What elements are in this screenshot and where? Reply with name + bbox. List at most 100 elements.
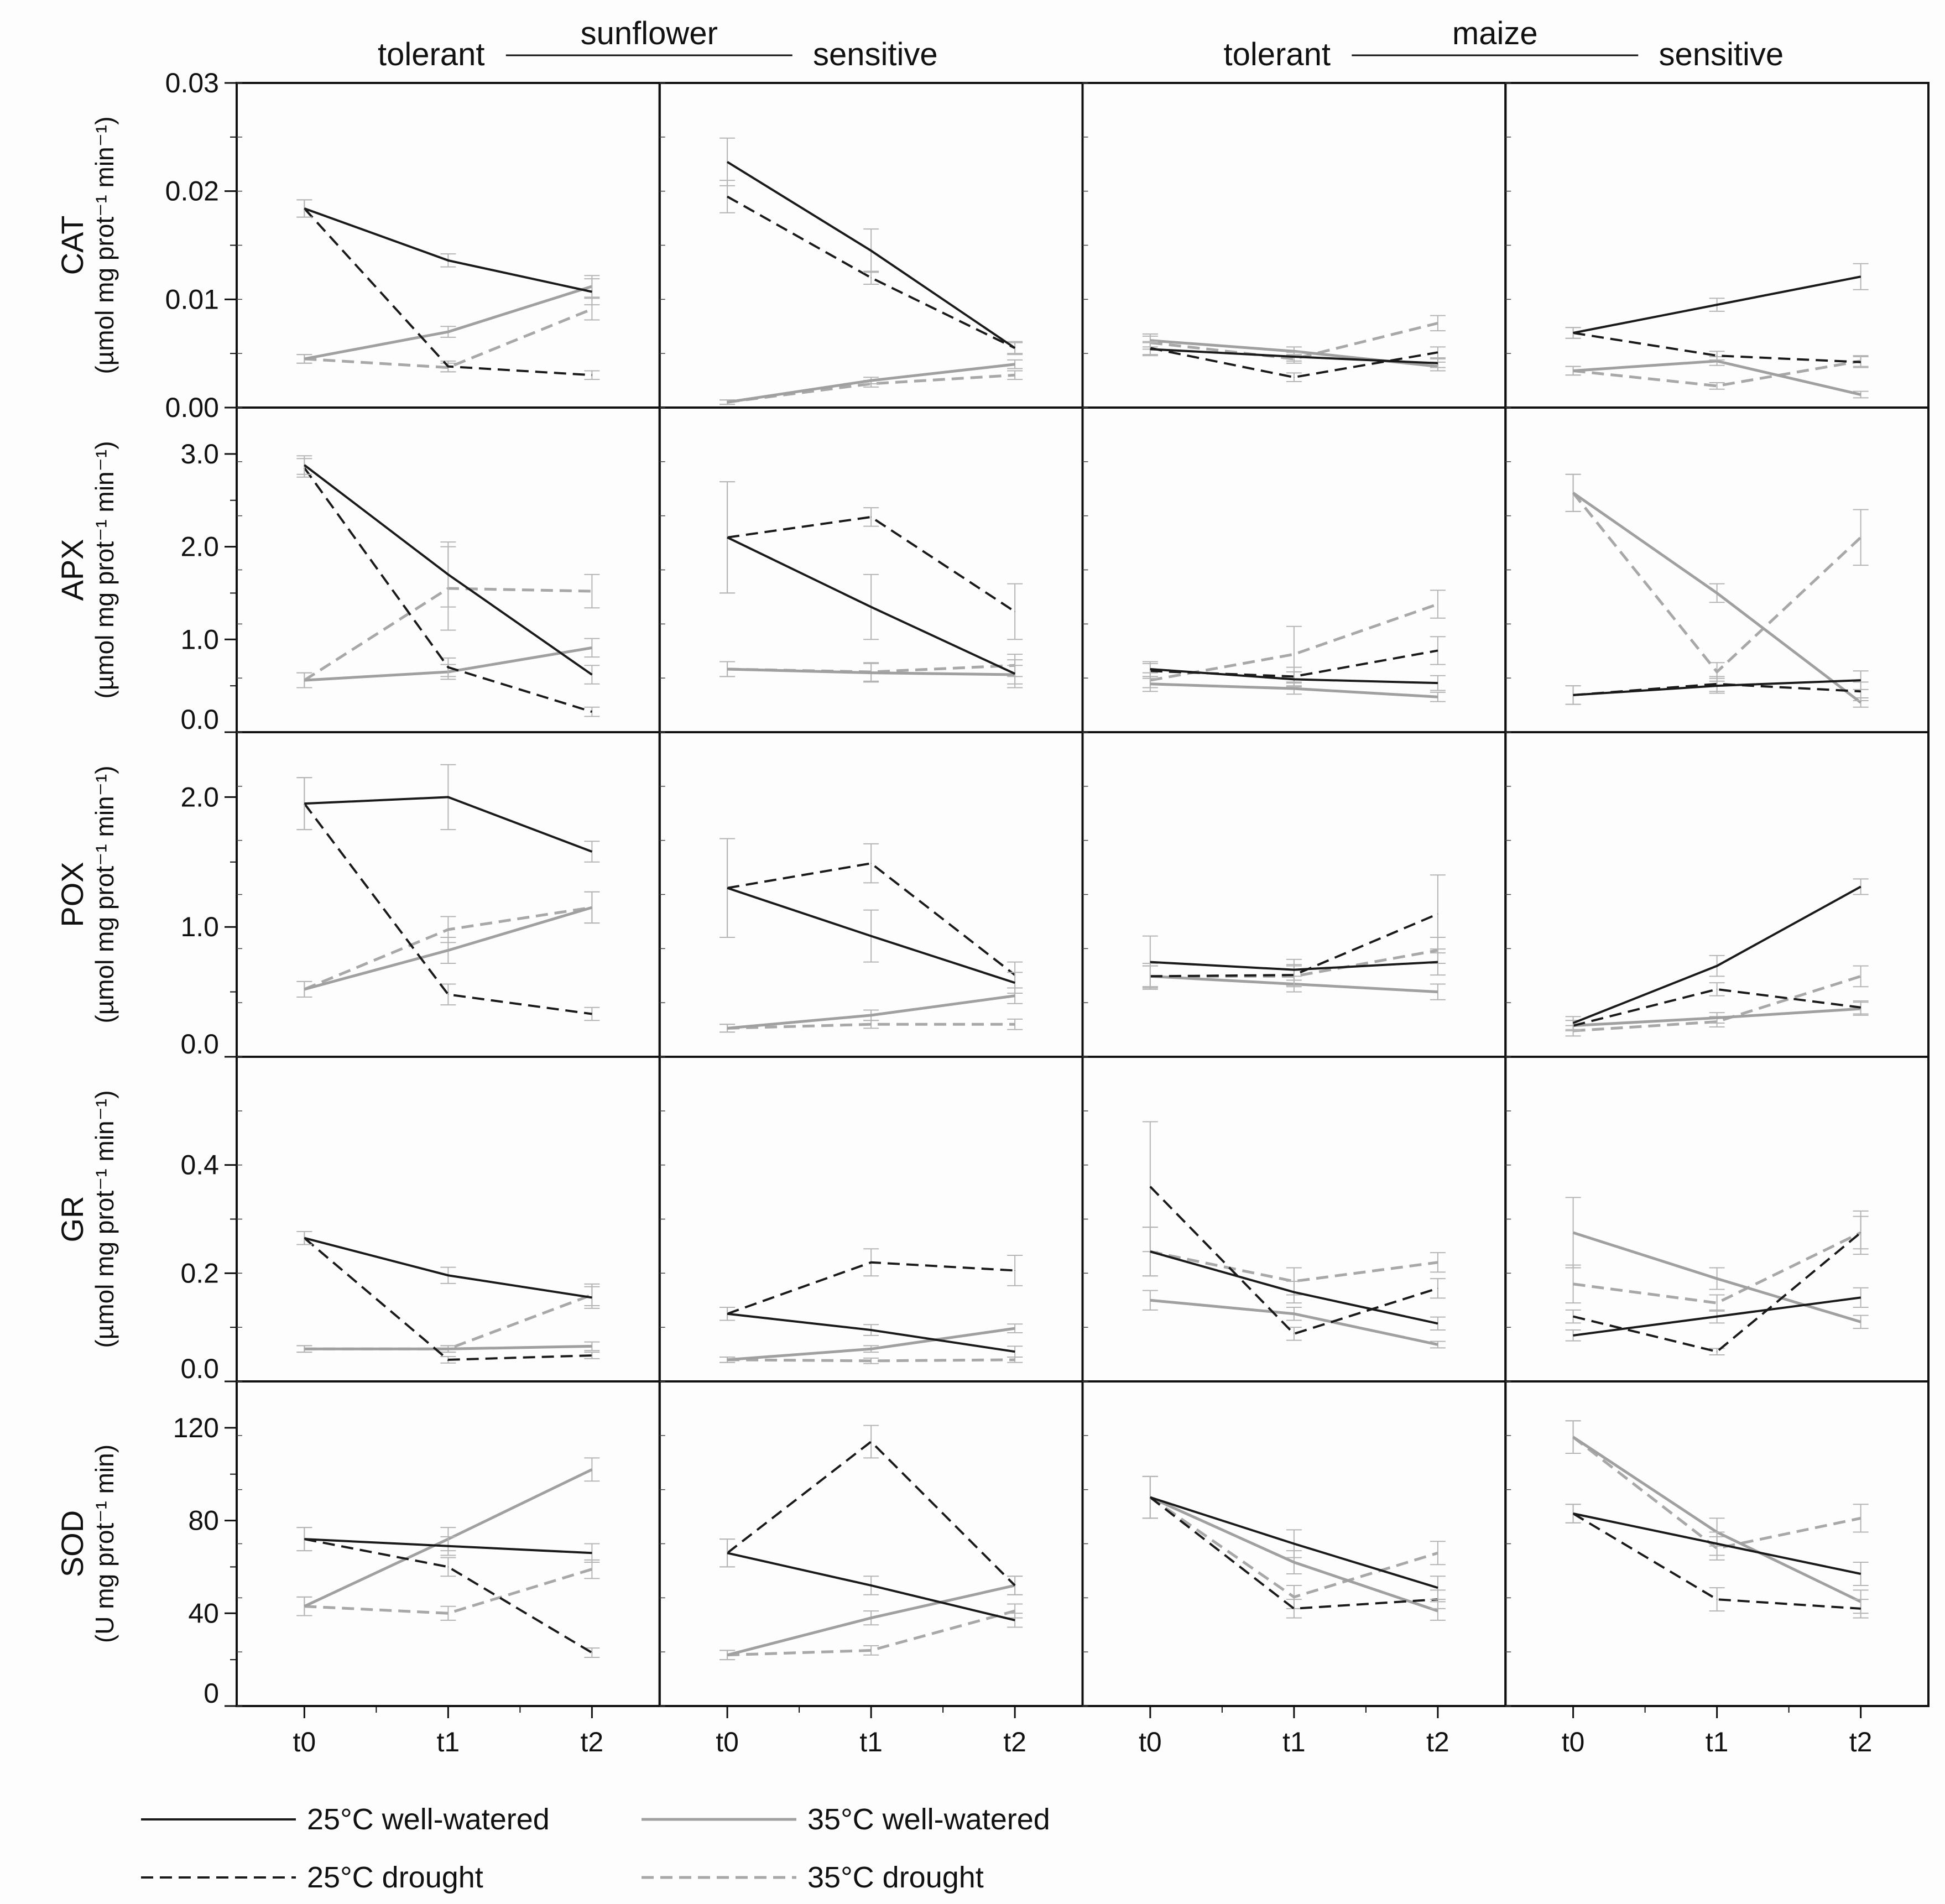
series-line-gr-2-25-c-drought	[1149, 1186, 1438, 1336]
legend-label-25-c-drought: 25°C drought	[307, 1861, 483, 1894]
data-point	[727, 537, 728, 538]
xtick-label-t2: t2	[581, 1726, 604, 1757]
data-point	[870, 863, 872, 864]
data-point	[1437, 352, 1438, 353]
header-species-sunflower: sunflower	[581, 15, 718, 51]
header-genotype-maize-tolerant: tolerant	[1224, 36, 1331, 72]
series-line-cat-3-25-c-drought	[1573, 332, 1861, 363]
series-line-cat-1-25-c-drought	[727, 195, 1016, 349]
data-point	[1860, 702, 1861, 703]
ytick-label-cat: 0.02	[165, 176, 219, 207]
data-point	[447, 950, 449, 951]
data-point	[727, 1313, 728, 1314]
series-line-cat-0-35-c-drought	[304, 307, 593, 369]
series-line-sod-0-35-c-drought	[304, 1568, 593, 1615]
series-line-pox-0-25-c-drought	[303, 802, 592, 1015]
ytick-label-gr: 0.4	[180, 1150, 219, 1181]
data-point	[1860, 680, 1861, 681]
data-point	[447, 994, 449, 995]
xtick-label-t0: t0	[1562, 1726, 1585, 1757]
data-point	[727, 161, 728, 163]
ylabel-apx: APX	[55, 539, 90, 601]
data-point	[1437, 322, 1438, 324]
xtick-label-t1: t1	[859, 1726, 883, 1757]
ytick-label-apx: 2.0	[180, 531, 219, 562]
series-line-pox-1-25-c-drought	[727, 862, 1016, 976]
legend-label-35-c-well-watered: 35°C well-watered	[807, 1803, 1050, 1836]
ytick-label-gr: 0.0	[180, 1353, 219, 1384]
series-line-cat-3-35-c-drought	[1573, 359, 1861, 388]
data-point	[727, 401, 728, 403]
yunit-pox: (µmol mg prot⁻¹ min⁻¹)	[90, 765, 119, 1023]
data-point	[1437, 1262, 1438, 1263]
data-point	[1860, 1517, 1861, 1519]
xtick-label-t0: t0	[1139, 1726, 1162, 1757]
data-point	[447, 1613, 449, 1614]
data-point	[870, 1329, 872, 1331]
data-point	[727, 196, 728, 197]
data-point	[870, 1262, 872, 1263]
yunit-apx: (µmol mg prot⁻¹ min⁻¹)	[90, 441, 119, 698]
data-point	[1860, 1297, 1861, 1298]
data-point	[870, 1360, 872, 1362]
data-point	[447, 1275, 449, 1276]
ytick-label-gr: 0.2	[180, 1258, 219, 1289]
ytick-label-apx: 0.0	[180, 704, 219, 735]
data-point	[447, 1359, 449, 1360]
xtick-label-t1: t1	[1706, 1726, 1729, 1757]
data-point	[870, 672, 872, 674]
yunit-cat: (µmol mg prot⁻¹ min⁻¹)	[90, 116, 119, 374]
data-point	[1860, 1007, 1861, 1008]
data-point	[1860, 691, 1861, 692]
ytick-label-cat: 0.03	[165, 67, 219, 98]
xtick-label-t1: t1	[1282, 1726, 1306, 1757]
xtick-label-t1: t1	[437, 1726, 460, 1757]
xtick-label-t0: t0	[716, 1726, 739, 1757]
series-line-pox-3-35-c-drought	[1573, 975, 1861, 1032]
series-line-gr-2-35-c-drought	[1150, 1250, 1438, 1283]
data-point	[1860, 537, 1861, 538]
data-point	[1437, 1323, 1438, 1324]
series-line-cat-2-35-c-drought	[1150, 321, 1438, 361]
data-point	[870, 1024, 872, 1025]
series-line-sod-1-25-c-drought	[726, 1440, 1016, 1587]
data-point	[727, 1027, 728, 1029]
ylabel-sod: SOD	[55, 1510, 90, 1577]
series-line-sod-3-25-c-drought	[1572, 1512, 1861, 1610]
data-point	[447, 929, 449, 930]
legend-label-25-c-well-watered: 25°C well-watered	[307, 1803, 550, 1836]
header-species-maize: maize	[1452, 15, 1538, 51]
series-line-gr-1-35-c-drought	[727, 1358, 1015, 1363]
series-line-gr-3-35-c-drought	[1573, 1231, 1861, 1305]
series-line-apx-1-25-c-drought	[727, 515, 1016, 613]
ytick-label-cat: 0.00	[165, 392, 219, 423]
data-point	[1860, 1608, 1861, 1609]
data-point	[870, 1650, 872, 1651]
series-line-sod-2-25-c-drought	[1149, 1496, 1438, 1610]
xtick-label-t0: t0	[293, 1726, 316, 1757]
ytick-label-sod: 80	[188, 1505, 219, 1536]
series-line-pox-1-35-c-drought	[727, 1023, 1015, 1030]
data-point	[1860, 1232, 1861, 1233]
yunit-sod: (U mg prot⁻¹ min)	[90, 1444, 119, 1643]
xtick-label-t2: t2	[1426, 1726, 1449, 1757]
data-point	[870, 380, 872, 381]
legend-label-35-c-drought: 35°C drought	[807, 1861, 984, 1894]
data-point	[304, 680, 305, 681]
header-genotype-sunflower-sensitive: sensitive	[813, 36, 938, 72]
ytick-label-pox: 2.0	[180, 781, 219, 812]
xtick-label-t2: t2	[1003, 1726, 1026, 1757]
data-point	[304, 358, 305, 359]
ytick-label-sod: 40	[188, 1598, 219, 1629]
ytick-label-apx: 3.0	[180, 439, 219, 470]
xtick-label-t2: t2	[1849, 1726, 1873, 1757]
data-point	[304, 1538, 305, 1540]
ytick-label-sod: 0	[204, 1678, 219, 1709]
series-line-cat-2-25-c-drought	[1150, 347, 1438, 379]
ytick-label-pox: 1.0	[180, 911, 219, 942]
series-line-sod-1-35-c-drought	[727, 1609, 1015, 1657]
series-line-sod-3-35-c-drought	[1572, 1436, 1861, 1550]
